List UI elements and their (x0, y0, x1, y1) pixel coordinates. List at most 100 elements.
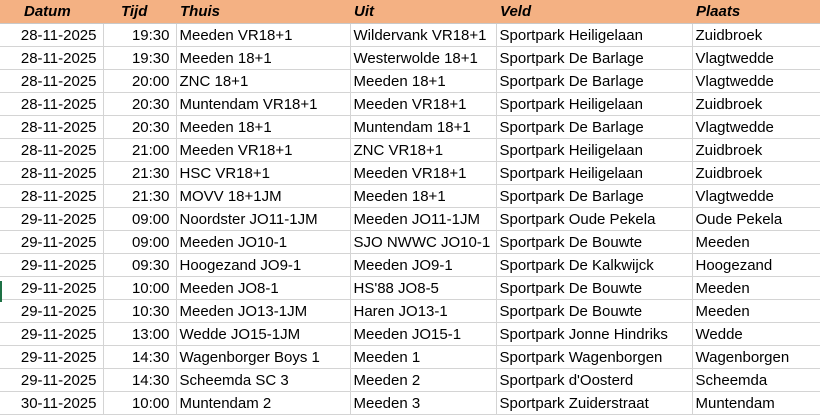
cell-tijd[interactable]: 13:00 (103, 322, 177, 346)
cell-plaats[interactable]: Zuidbroek (692, 92, 820, 116)
cell-datum[interactable]: 30-11-2025 (0, 391, 104, 415)
cell-plaats[interactable]: Oude Pekela (692, 207, 820, 231)
cell-uit[interactable]: SJO NWWC JO10-1 (350, 230, 497, 254)
cell-thuis[interactable]: Scheemda SC 3 (176, 368, 351, 392)
cell-datum[interactable]: 29-11-2025 (0, 253, 104, 277)
cell-tijd[interactable]: 21:00 (103, 138, 177, 162)
cell-tijd[interactable]: 09:00 (103, 207, 177, 231)
cell-datum[interactable]: 29-11-2025 (0, 276, 104, 300)
cell-tijd[interactable]: 14:30 (103, 368, 177, 392)
cell-veld[interactable]: Sportpark Jonne Hindriks (496, 322, 693, 346)
cell-thuis[interactable]: Meeden VR18+1 (176, 23, 351, 47)
cell-plaats[interactable]: Vlagtwedde (692, 184, 820, 208)
header-thuis[interactable]: Thuis (176, 0, 350, 24)
cell-veld[interactable]: Sportpark De Barlage (496, 184, 693, 208)
cell-thuis[interactable]: Muntendam VR18+1 (176, 92, 351, 116)
cell-plaats[interactable]: Scheemda (692, 368, 820, 392)
cell-uit[interactable]: Meeden 2 (350, 368, 497, 392)
cell-tijd[interactable]: 20:30 (103, 115, 177, 139)
cell-thuis[interactable]: Wedde JO15-1JM (176, 322, 351, 346)
cell-plaats[interactable]: Vlagtwedde (692, 115, 820, 139)
header-veld[interactable]: Veld (496, 0, 692, 24)
cell-veld[interactable]: Sportpark De Barlage (496, 115, 693, 139)
cell-datum[interactable]: 29-11-2025 (0, 299, 104, 323)
cell-datum[interactable]: 28-11-2025 (0, 69, 104, 93)
cell-plaats[interactable]: Vlagtwedde (692, 69, 820, 93)
cell-veld[interactable]: Sportpark De Bouwte (496, 299, 693, 323)
header-datum[interactable]: Datum (0, 0, 103, 24)
cell-veld[interactable]: Sportpark Zuiderstraat (496, 391, 693, 415)
cell-uit[interactable]: Meeden 18+1 (350, 69, 497, 93)
cell-veld[interactable]: Sportpark Heiligelaan (496, 161, 693, 185)
cell-tijd[interactable]: 10:30 (103, 299, 177, 323)
cell-datum[interactable]: 28-11-2025 (0, 23, 104, 47)
cell-veld[interactable]: Sportpark d'Oosterd (496, 368, 693, 392)
cell-tijd[interactable]: 19:30 (103, 23, 177, 47)
cell-veld[interactable]: Sportpark Oude Pekela (496, 207, 693, 231)
cell-datum[interactable]: 28-11-2025 (0, 161, 104, 185)
header-plaats[interactable]: Plaats (692, 0, 820, 24)
cell-thuis[interactable]: Meeden JO8-1 (176, 276, 351, 300)
cell-plaats[interactable]: Wagenborgen (692, 345, 820, 369)
cell-tijd[interactable]: 20:30 (103, 92, 177, 116)
cell-thuis[interactable]: MOVV 18+1JM (176, 184, 351, 208)
cell-uit[interactable]: Meeden JO11-1JM (350, 207, 497, 231)
cell-datum[interactable]: 29-11-2025 (0, 230, 104, 254)
cell-tijd[interactable]: 09:30 (103, 253, 177, 277)
cell-datum[interactable]: 29-11-2025 (0, 345, 104, 369)
header-uit[interactable]: Uit (350, 0, 496, 24)
cell-plaats[interactable]: Wedde (692, 322, 820, 346)
cell-datum[interactable]: 28-11-2025 (0, 92, 104, 116)
cell-veld[interactable]: Sportpark Heiligelaan (496, 23, 693, 47)
cell-datum[interactable]: 28-11-2025 (0, 138, 104, 162)
cell-tijd[interactable]: 09:00 (103, 230, 177, 254)
cell-thuis[interactable]: Meeden JO10-1 (176, 230, 351, 254)
cell-uit[interactable]: ZNC VR18+1 (350, 138, 497, 162)
cell-datum[interactable]: 29-11-2025 (0, 322, 104, 346)
cell-tijd[interactable]: 21:30 (103, 184, 177, 208)
cell-thuis[interactable]: Meeden VR18+1 (176, 138, 351, 162)
cell-thuis[interactable]: Muntendam 2 (176, 391, 351, 415)
cell-veld[interactable]: Sportpark De Kalkwijck (496, 253, 693, 277)
cell-uit[interactable]: Muntendam 18+1 (350, 115, 497, 139)
cell-plaats[interactable]: Zuidbroek (692, 23, 820, 47)
cell-uit[interactable]: Wildervank VR18+1 (350, 23, 497, 47)
cell-plaats[interactable]: Muntendam (692, 391, 820, 415)
cell-uit[interactable]: Westerwolde 18+1 (350, 46, 497, 70)
cell-uit[interactable]: Meeden JO15-1 (350, 322, 497, 346)
cell-plaats[interactable]: Vlagtwedde (692, 46, 820, 70)
cell-uit[interactable]: HS'88 JO8-5 (350, 276, 497, 300)
cell-veld[interactable]: Sportpark Wagenborgen (496, 345, 693, 369)
cell-veld[interactable]: Sportpark De Barlage (496, 69, 693, 93)
cell-datum[interactable]: 28-11-2025 (0, 184, 104, 208)
cell-veld[interactable]: Sportpark De Barlage (496, 46, 693, 70)
cell-plaats[interactable]: Zuidbroek (692, 138, 820, 162)
cell-tijd[interactable]: 21:30 (103, 161, 177, 185)
cell-tijd[interactable]: 20:00 (103, 69, 177, 93)
cell-uit[interactable]: Haren JO13-1 (350, 299, 497, 323)
cell-uit[interactable]: Meeden 3 (350, 391, 497, 415)
cell-uit[interactable]: Meeden 1 (350, 345, 497, 369)
cell-tijd[interactable]: 14:30 (103, 345, 177, 369)
cell-plaats[interactable]: Meeden (692, 276, 820, 300)
cell-tijd[interactable]: 10:00 (103, 276, 177, 300)
cell-uit[interactable]: Meeden VR18+1 (350, 161, 497, 185)
cell-uit[interactable]: Meeden 18+1 (350, 184, 497, 208)
cell-veld[interactable]: Sportpark Heiligelaan (496, 138, 693, 162)
cell-veld[interactable]: Sportpark Heiligelaan (496, 92, 693, 116)
header-tijd[interactable]: Tijd (103, 0, 176, 24)
cell-tijd[interactable]: 19:30 (103, 46, 177, 70)
cell-veld[interactable]: Sportpark De Bouwte (496, 276, 693, 300)
cell-thuis[interactable]: Noordster JO11-1JM (176, 207, 351, 231)
cell-thuis[interactable]: Meeden JO13-1JM (176, 299, 351, 323)
cell-thuis[interactable]: ZNC 18+1 (176, 69, 351, 93)
cell-tijd[interactable]: 10:00 (103, 391, 177, 415)
cell-thuis[interactable]: HSC VR18+1 (176, 161, 351, 185)
cell-uit[interactable]: Meeden VR18+1 (350, 92, 497, 116)
cell-plaats[interactable]: Hoogezand (692, 253, 820, 277)
cell-thuis[interactable]: Meeden 18+1 (176, 115, 351, 139)
cell-datum[interactable]: 29-11-2025 (0, 207, 104, 231)
cell-plaats[interactable]: Zuidbroek (692, 161, 820, 185)
cell-thuis[interactable]: Hoogezand JO9-1 (176, 253, 351, 277)
cell-datum[interactable]: 28-11-2025 (0, 115, 104, 139)
